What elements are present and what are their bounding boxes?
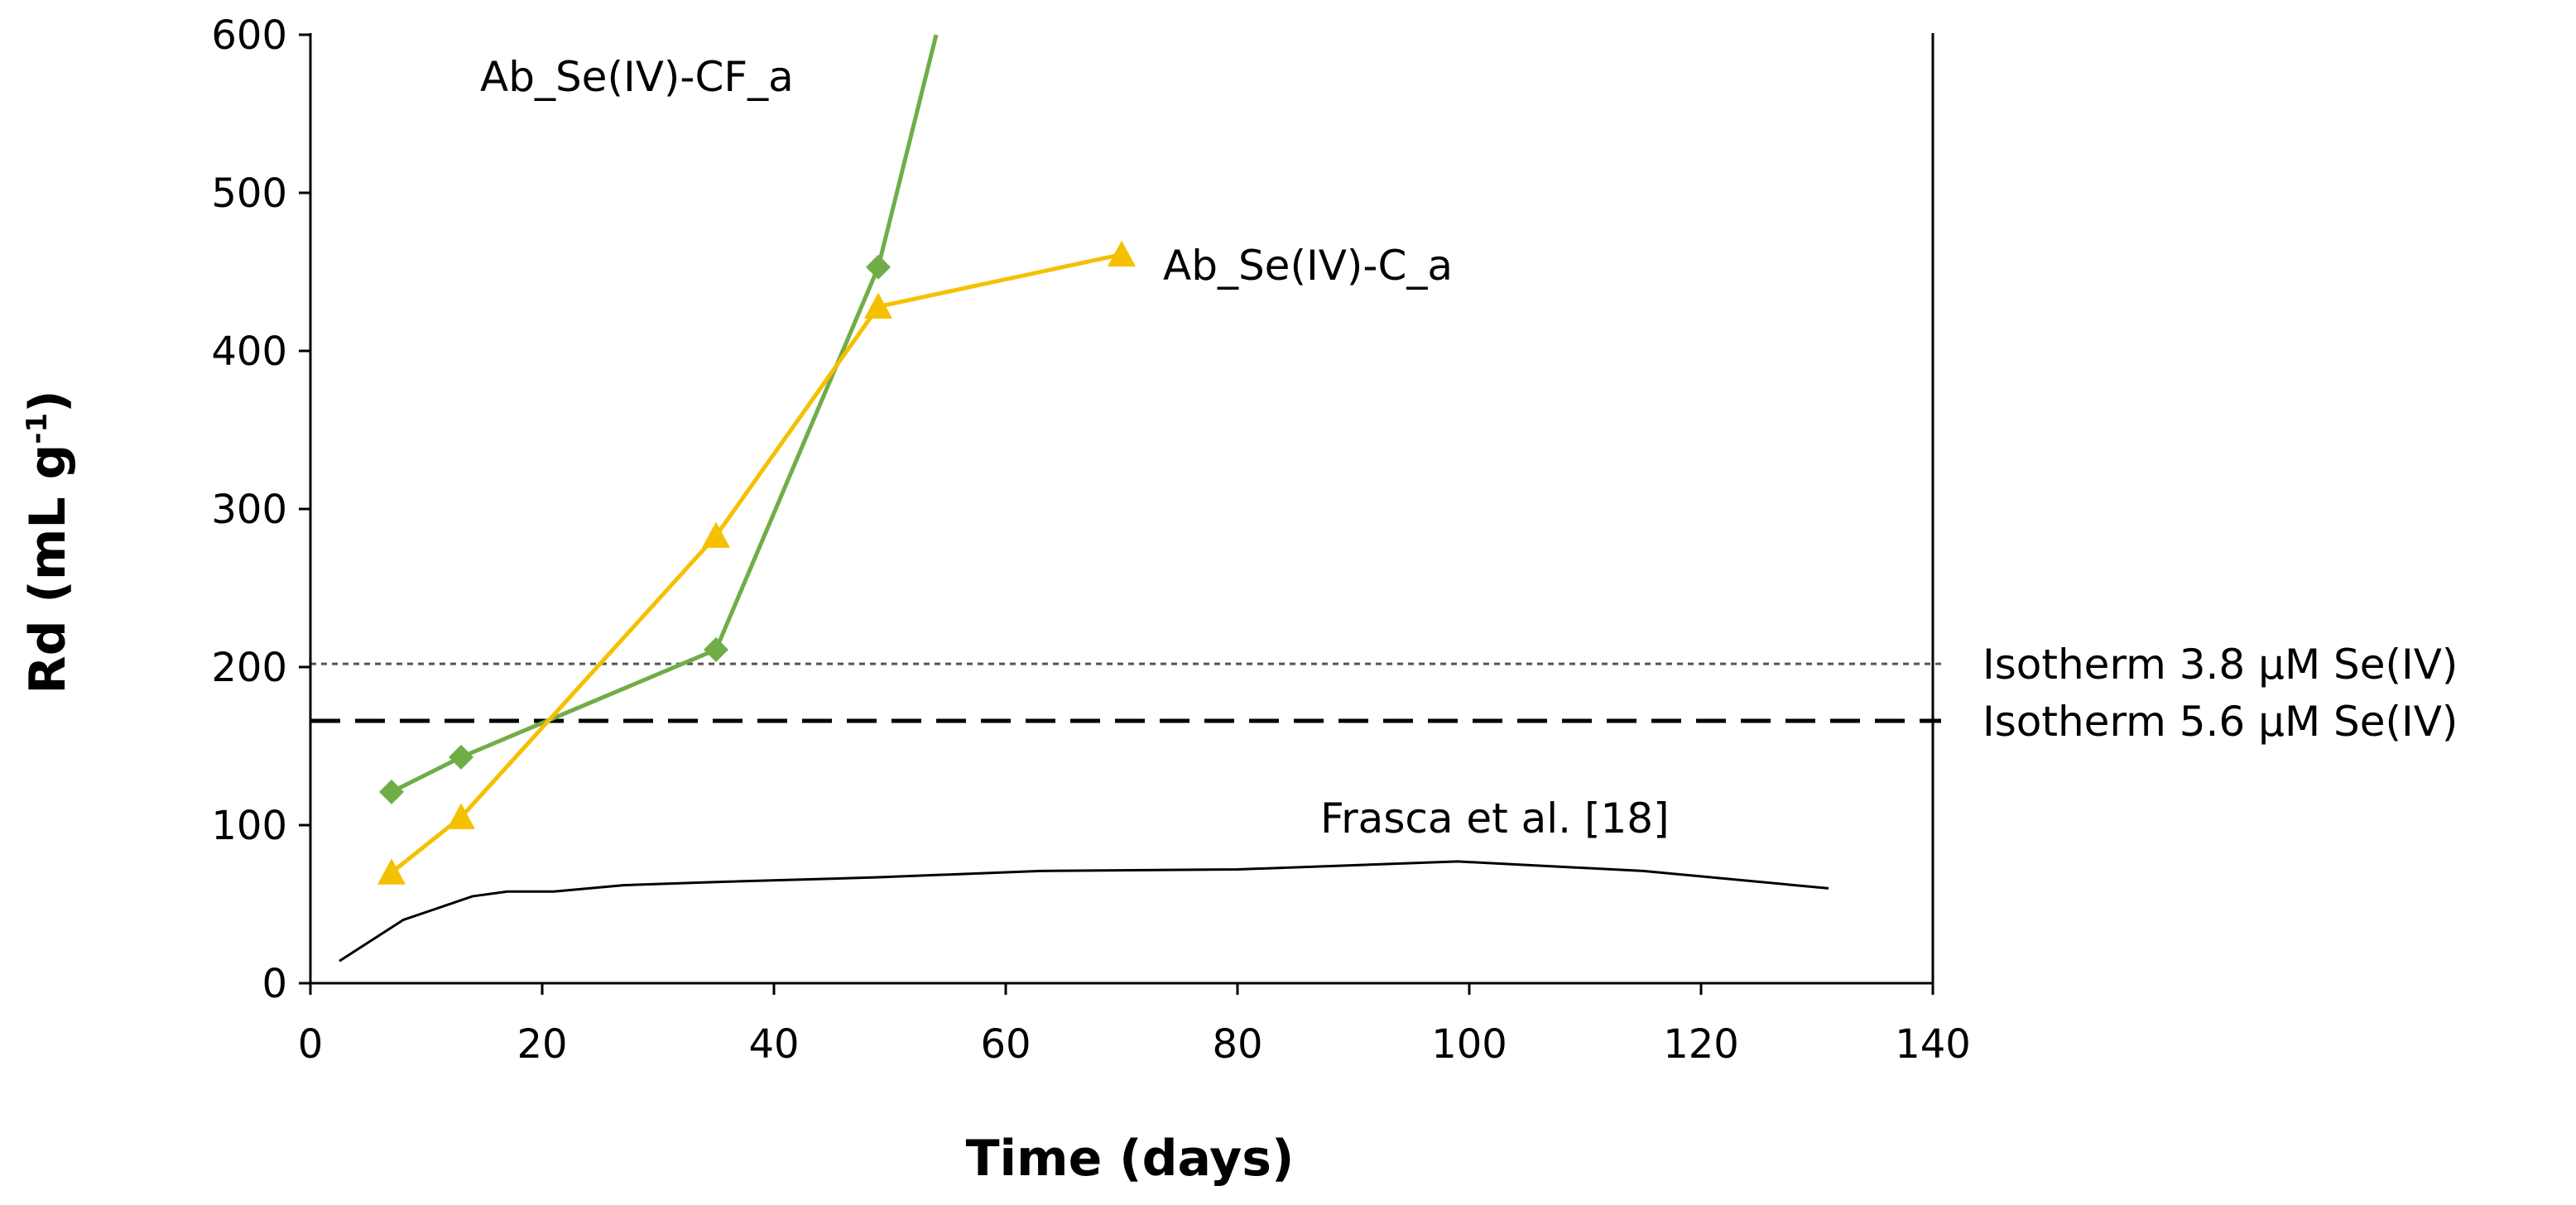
data-point-diamond: [866, 254, 891, 280]
x-tick-label: 20: [517, 1021, 567, 1068]
y-tick-label: 600: [211, 12, 287, 59]
series-line-3: [339, 860, 1829, 963]
series-label-1: Ab_Se(IV)-CF_a: [480, 53, 794, 101]
y-tick-label: 400: [211, 329, 287, 375]
reference-line-label-2: Isotherm 5.6 µM Se(IV): [1982, 698, 2458, 746]
data-point-triangle: [702, 521, 730, 548]
x-tick-label: 140: [1895, 1021, 1971, 1068]
y-axis-title: Rd (mL g-1): [19, 390, 77, 694]
data-point-triangle: [447, 803, 475, 829]
x-axis-title: Time (days): [966, 1130, 1295, 1188]
data-point-triangle: [864, 292, 892, 319]
x-tick-label: 100: [1431, 1021, 1507, 1068]
series-label-2: Ab_Se(IV)-C_a: [1163, 242, 1453, 290]
y-tick-label: 500: [211, 170, 287, 217]
series-label-3: Frasca et al. [18]: [1320, 795, 1670, 843]
x-tick-label: 0: [298, 1021, 324, 1068]
x-tick-label: 80: [1212, 1021, 1262, 1068]
y-tick-label: 300: [211, 487, 287, 533]
y-axis-title-main: Rd (mL g: [19, 444, 77, 694]
y-tick-label: 0: [262, 961, 287, 1007]
data-point-diamond: [704, 636, 728, 662]
reference-line-label-1: Isotherm 3.8 µM Se(IV): [1982, 641, 2458, 689]
series-line-1: [390, 34, 939, 795]
y-tick-label: 100: [211, 803, 287, 849]
series-line-2: [390, 252, 1122, 875]
x-tick-label: 40: [748, 1021, 799, 1068]
y-axis-title-superscript: -1: [21, 413, 54, 444]
x-tick-label: 60: [980, 1021, 1031, 1068]
y-tick-label: 200: [211, 645, 287, 691]
x-tick-label: 120: [1663, 1021, 1739, 1068]
data-point-triangle: [377, 858, 406, 885]
data-point-diamond: [449, 744, 473, 770]
data-point-diamond: [379, 779, 404, 804]
data-point-triangle: [1108, 240, 1136, 266]
y-axis-title-close: ): [19, 390, 77, 412]
